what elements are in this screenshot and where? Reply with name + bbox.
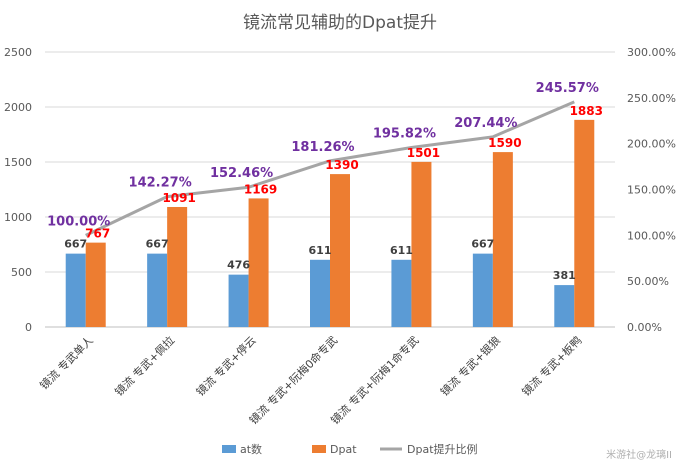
x-category-label: 镜流 专武+阮梅0命专武: [246, 333, 340, 427]
bar-dpat: [248, 198, 269, 327]
bar-at: [147, 253, 168, 327]
bar-at: [391, 259, 412, 327]
bar-at: [472, 253, 493, 327]
x-category-label: 镜流 专武+银狼: [437, 333, 503, 399]
data-label-at: 667: [146, 238, 169, 251]
y2-tick-label: 250.00%: [627, 92, 676, 105]
bar-at: [554, 285, 575, 327]
data-label-at: 667: [471, 238, 494, 251]
y-tick-label: 500: [11, 266, 32, 279]
y2-tick-label: 100.00%: [627, 229, 676, 242]
data-label-dpat: 1091: [162, 191, 195, 205]
data-label-ratio: 207.44%: [454, 116, 517, 131]
bar-dpat: [85, 242, 106, 327]
data-label-at: 611: [309, 244, 332, 257]
legend-swatch-at: [222, 445, 236, 453]
y-tick-label: 2000: [4, 101, 32, 114]
y2-tick-label: 150.00%: [627, 184, 676, 197]
data-label-ratio: 142.27%: [129, 176, 192, 191]
data-label-ratio: 245.57%: [536, 81, 599, 96]
data-label-at: 381: [553, 269, 576, 282]
data-label-ratio: 195.82%: [373, 126, 436, 141]
bar-dpat: [167, 206, 188, 327]
y-tick-label: 1000: [4, 211, 32, 224]
bar-dpat: [411, 161, 432, 327]
data-label-at: 667: [64, 238, 87, 251]
bar-dpat: [330, 174, 350, 327]
data-label-dpat: 1883: [570, 104, 603, 118]
line-dpat-ratio: [85, 100, 575, 237]
legend-label-at: at数: [240, 443, 262, 456]
legend-label-dpat: Dpat: [330, 443, 357, 456]
bar-at: [65, 253, 86, 327]
chart-title: 镜流常见辅助的Dpat提升: [243, 13, 437, 33]
data-label-ratio: 181.26%: [291, 140, 354, 155]
data-label-ratio: 152.46%: [210, 166, 273, 181]
x-category-label: 镜流 专武+佩拉: [112, 333, 178, 399]
y2-tick-label: 50.00%: [627, 275, 669, 288]
y-tick-label: 0: [25, 321, 32, 334]
y-tick-label: 1500: [4, 156, 32, 169]
x-category-label: 镜流 专武+阮梅1命专武: [328, 333, 422, 427]
data-label-at: 476: [227, 259, 250, 272]
data-label-ratio: 100.00%: [47, 214, 110, 229]
y2-tick-label: 0.00%: [627, 321, 662, 334]
data-label-dpat: 1169: [244, 182, 277, 196]
data-label-dpat: 1390: [325, 158, 358, 172]
watermark: 米游社@龙璃II: [606, 448, 672, 461]
y2-tick-label: 200.00%: [627, 138, 676, 151]
x-category-label: 镜流 专武单人: [37, 333, 96, 392]
data-label-dpat: 1501: [407, 146, 440, 160]
x-category-label: 镜流 专武+停云: [193, 333, 259, 399]
y-tick-label: 2500: [4, 46, 32, 59]
bar-at: [228, 274, 249, 327]
data-label-dpat: 767: [85, 227, 110, 241]
legend-swatch-dpat: [312, 445, 326, 453]
bar-dpat: [492, 152, 513, 327]
bar-at: [310, 259, 330, 327]
data-label-at: 611: [390, 244, 413, 257]
legend-label-ratio: Dpat提升比例: [407, 442, 478, 456]
x-category-label: 镜流 专武+板鸭: [519, 333, 585, 399]
y2-tick-label: 300.00%: [627, 46, 676, 59]
data-label-dpat: 1590: [488, 136, 521, 150]
bar-dpat: [574, 119, 595, 328]
